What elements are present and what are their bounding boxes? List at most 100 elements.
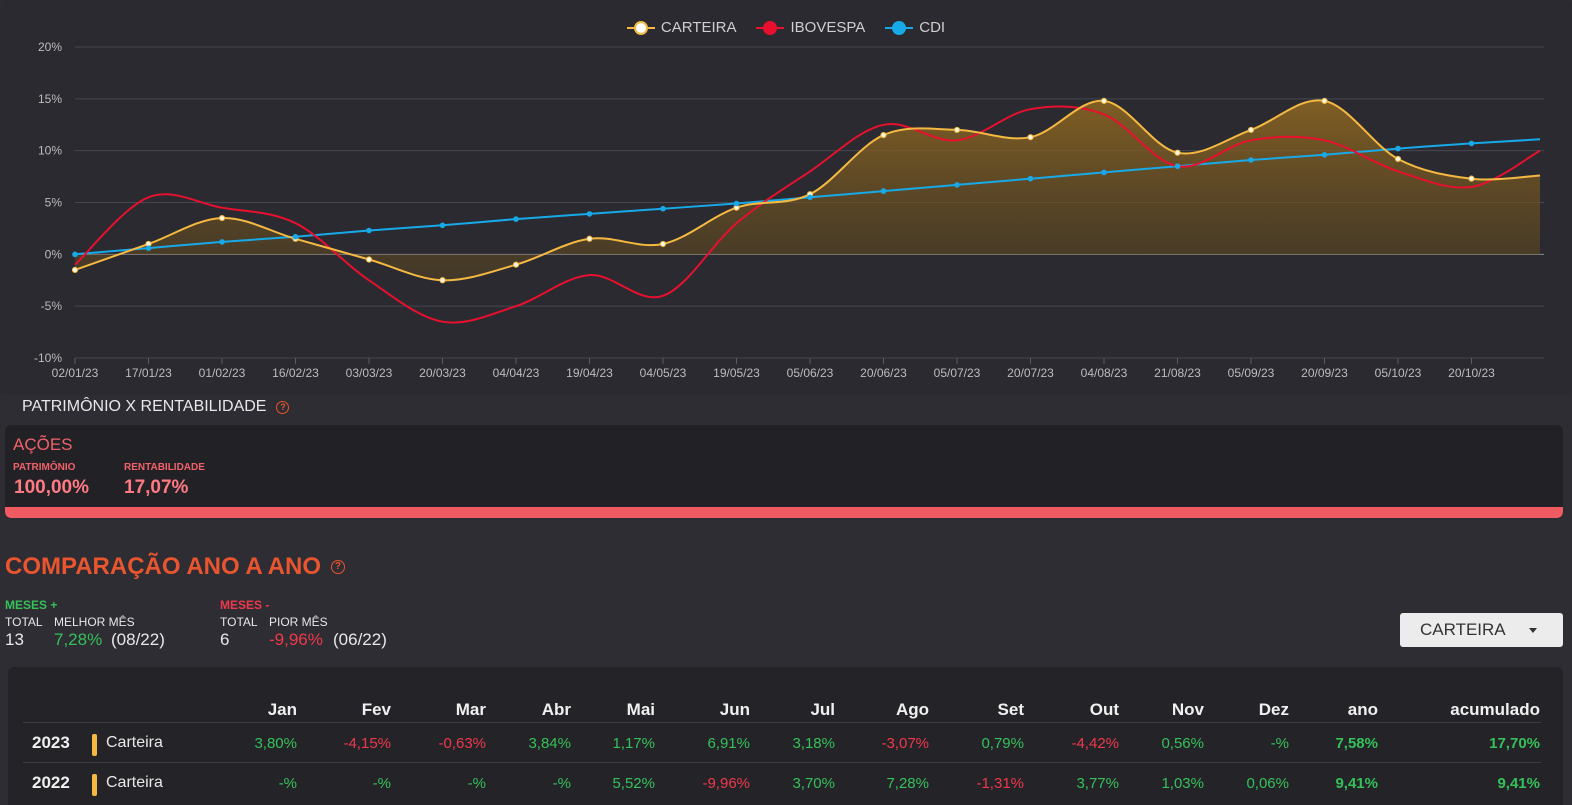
carteira-point: [218, 214, 226, 222]
cdi-point: [733, 200, 740, 207]
help-icon[interactable]: ?: [276, 400, 290, 414]
y-tick-label: 10%: [38, 144, 62, 158]
table-cell: 3,84%: [528, 735, 571, 752]
rentabilidade-value: 17,07%: [124, 477, 189, 498]
table-cell: 7,58%: [1335, 735, 1378, 752]
x-tick-label: 05/09/23: [1228, 366, 1275, 380]
cdi-point: [1174, 163, 1181, 170]
meses-neg-label: MESES -: [220, 598, 270, 612]
table-cell: -%: [1270, 735, 1289, 752]
cdi-point: [1101, 169, 1107, 176]
cdi-point: [880, 188, 887, 194]
acoes-card[interactable]: AÇÕES PATRIMÔNIO 100,00% RENTABILIDADE 1…: [5, 425, 1563, 518]
series-dropdown[interactable]: CARTEIRA: [1400, 613, 1563, 647]
table-cell: 1,17%: [612, 735, 655, 752]
cdi-point: [807, 194, 813, 201]
table-cell: 3,70%: [792, 775, 835, 792]
chart-legend: CARTEIRA IBOVESPA CDI: [0, 19, 1572, 36]
melhor-mes-month: (08/22): [111, 630, 165, 649]
table-cell: -0,63%: [438, 735, 486, 752]
chart-panel: 20% 15% 10% 5% 0% -5% -10% 02/01/23 17/01/23 01/0…: [0, 0, 1572, 395]
table-cell: 6,91%: [707, 735, 750, 752]
x-tick-label: 01/02/23: [199, 366, 246, 380]
table-cell: -4,15%: [343, 735, 391, 752]
meses-pos-total-label: TOTAL: [5, 615, 43, 629]
carteira-point: [1174, 149, 1181, 156]
column-header: Out: [1089, 700, 1119, 719]
column-header: Jul: [810, 700, 835, 719]
table-cell: 7,28%: [886, 775, 929, 792]
legend-carteira-label: CARTEIRA: [660, 19, 737, 36]
cdi-point: [219, 239, 225, 245]
column-header: Ago: [895, 700, 929, 719]
column-header: Jun: [719, 700, 750, 719]
pior-mes-label: PIOR MÊS: [269, 615, 328, 629]
column-header: Jan: [267, 700, 297, 719]
table-cell: 9,41%: [1335, 775, 1378, 792]
table-cell: -%: [372, 775, 391, 792]
x-tick-label: 05/10/23: [1375, 366, 1422, 380]
legend-carteira[interactable]: CARTEIRA: [626, 19, 737, 36]
table-cell: -9,96%: [702, 775, 750, 792]
legend-ibovespa[interactable]: IBOVESPA: [756, 19, 865, 36]
cdi-point: [1468, 140, 1475, 147]
legend-cdi-label: CDI: [919, 19, 946, 36]
meses-neg-total-label: TOTAL: [220, 615, 258, 629]
row-year: 2023: [32, 733, 70, 752]
carteira-point: [586, 235, 593, 242]
table-cell: 3,77%: [1076, 775, 1119, 792]
column-header: Fev: [361, 700, 391, 719]
row-year: 2022: [32, 773, 70, 792]
carteira-area: [75, 100, 1540, 281]
carteira-point: [1394, 155, 1402, 163]
legend-cdi-marker: [885, 20, 914, 35]
cdi-point: [366, 227, 372, 234]
pior-mes-month: (06/22): [333, 630, 387, 649]
acoes-title: AÇÕES: [13, 435, 73, 454]
table-cell: 5,52%: [612, 775, 655, 792]
cdi-point: [1395, 145, 1401, 152]
cdi-point: [586, 211, 593, 217]
table-cell: 3,18%: [792, 735, 835, 752]
pior-mes-value: -9,96%: [269, 630, 323, 649]
performance-chart: 20% 15% 10% 5% 0% -5% -10%02/01/23 17/01/23 01/0…: [34, 40, 1544, 380]
caret-down-icon: [1529, 628, 1537, 633]
carteira-line: [74, 99, 1541, 282]
comparison-title: COMPARAÇÃO ANO A ANO ?: [5, 553, 345, 581]
carteira-point: [659, 240, 667, 248]
legend-cdi[interactable]: CDI: [885, 19, 945, 36]
carteira-point: [953, 126, 961, 134]
section-title: PATRIMÔNIO X RENTABILIDADE ?: [22, 398, 290, 416]
rentabilidade-label: RENTABILIDADE: [124, 462, 205, 473]
x-tick-label: 20/03/23: [419, 366, 466, 380]
x-tick-label: 21/08/23: [1154, 366, 1201, 380]
y-tick-label: -5%: [41, 299, 63, 313]
melhor-mes-label: MELHOR MÊS: [54, 615, 135, 629]
x-tick-label: 20/10/23: [1448, 366, 1495, 380]
legend-ibovespa-label: IBOVESPA: [790, 19, 866, 36]
cdi-point: [1027, 175, 1034, 182]
table-cell: -%: [278, 775, 297, 792]
column-header: Dez: [1258, 700, 1289, 719]
row-color-marker: [92, 774, 97, 796]
table-cell: -4,42%: [1071, 735, 1119, 752]
x-tick-label: 04/08/23: [1081, 366, 1128, 380]
carteira-point: [880, 132, 887, 139]
table-cell: -1,31%: [976, 775, 1024, 792]
table-cell: -3,07%: [881, 735, 929, 752]
help-icon[interactable]: ?: [330, 560, 345, 574]
x-tick-label: 20/07/23: [1007, 366, 1054, 380]
cdi-point: [513, 216, 519, 222]
table-cell: -%: [467, 775, 486, 792]
table-cell: 0,79%: [981, 735, 1024, 752]
meses-neg-total: 6: [220, 630, 230, 649]
y-tick-label: 20%: [38, 40, 62, 54]
column-header: acumulado: [1450, 700, 1540, 719]
x-tick-label: 03/03/23: [346, 366, 393, 380]
x-tick-label: 17/01/23: [125, 366, 172, 380]
carteira-point: [439, 277, 446, 284]
table-cell: 0,56%: [1161, 735, 1204, 752]
cdi-point: [1321, 152, 1328, 158]
y-tick-label: 5%: [45, 196, 63, 210]
carteira-point: [1247, 126, 1255, 134]
